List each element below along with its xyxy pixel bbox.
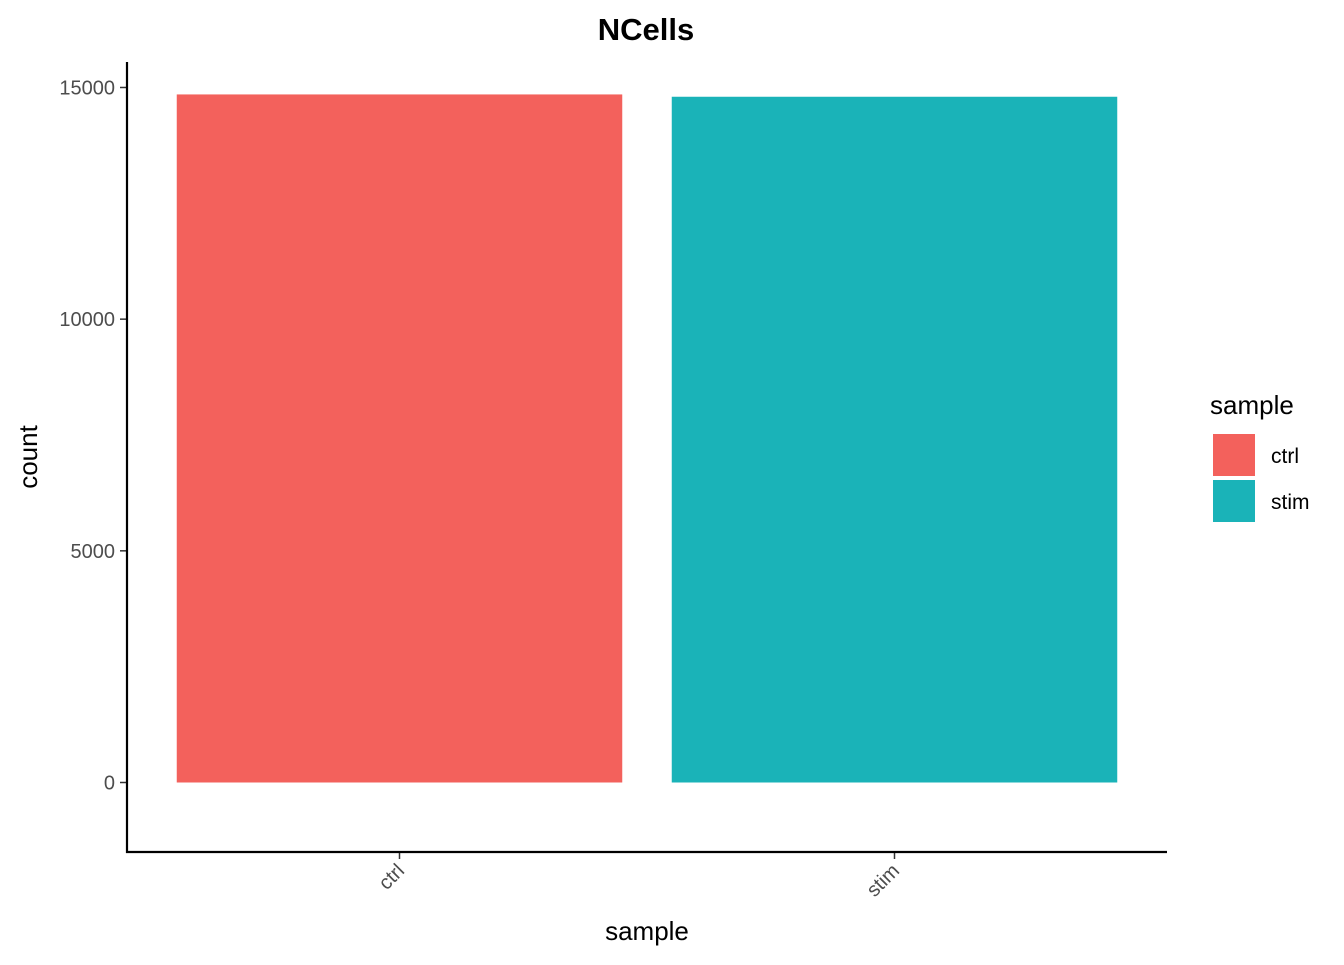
y-tick-label: 10000 (59, 309, 115, 331)
y-axis-ticks: 0 5000 10000 15000 (59, 77, 127, 794)
chart-title: NCells (598, 12, 694, 47)
y-tick-label: 5000 (71, 541, 116, 563)
y-tick-label: 0 (104, 772, 115, 794)
legend-key-ctrl (1213, 434, 1255, 476)
y-axis-title: count (13, 424, 43, 488)
legend: sample ctrl stim (1210, 390, 1310, 522)
bars-layer (176, 94, 1118, 783)
legend-label-stim: stim (1271, 491, 1310, 514)
bar-ctrl (176, 94, 623, 783)
x-axis-title: sample (605, 916, 689, 946)
legend-key-stim (1213, 480, 1255, 522)
legend-title: sample (1210, 390, 1294, 420)
legend-items: ctrl stim (1213, 434, 1310, 522)
y-tick-label: 15000 (59, 77, 115, 99)
legend-label-ctrl: ctrl (1271, 445, 1299, 468)
bar-stim (671, 96, 1118, 783)
